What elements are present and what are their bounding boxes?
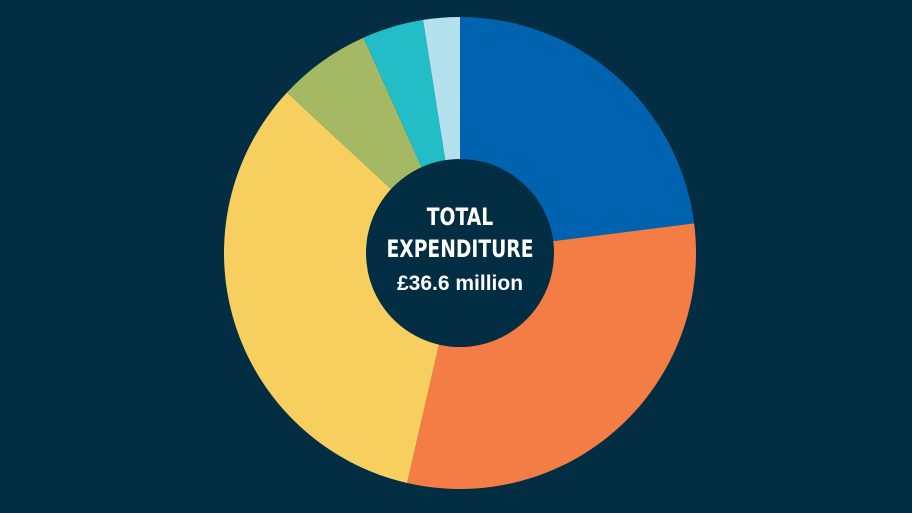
center-title-line: TOTAL	[427, 204, 494, 232]
pie-slice	[224, 92, 460, 483]
center-value: £36.6 million	[397, 272, 523, 295]
donut-hole	[366, 159, 554, 347]
donut	[224, 17, 697, 490]
center-title-line: EXPENDITURE	[386, 236, 533, 264]
